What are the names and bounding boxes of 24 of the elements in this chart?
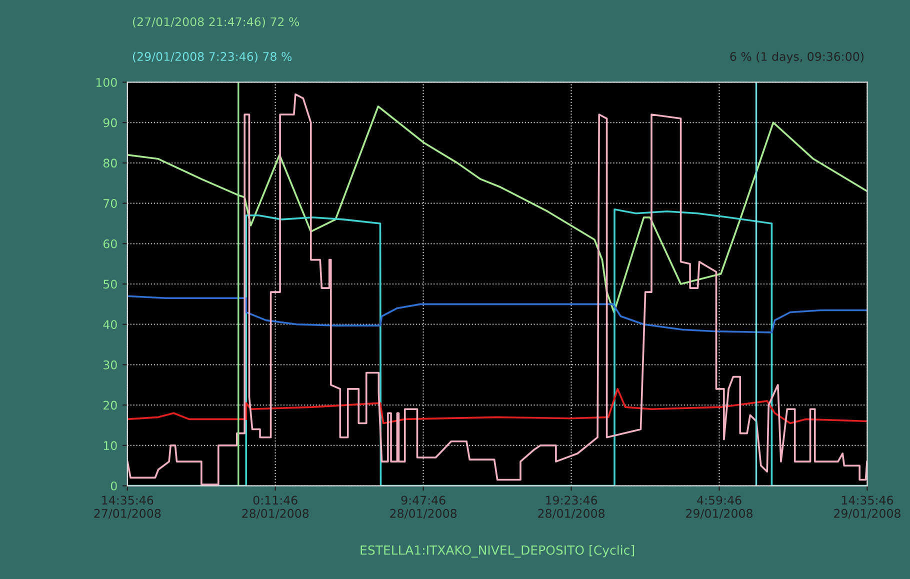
x-tick-label: 0:11:46 28/01/2008 xyxy=(242,496,309,519)
y-tick-label: 30 xyxy=(104,360,117,370)
line-series xyxy=(127,388,868,424)
y-tick-label: 90 xyxy=(103,118,117,128)
y-tick-label: 60 xyxy=(103,239,117,248)
y-tick-label: 70 xyxy=(104,199,117,208)
x-tick-label: 9:47:46 28/01/2008 xyxy=(390,496,457,519)
y-tick-label: 50 xyxy=(104,280,117,289)
y-tick-label: 40 xyxy=(103,320,117,330)
x-axis-title: ESTELLA1:ITXAKO_NIVEL_DEPOSITO [Cyclic] xyxy=(360,545,634,558)
x-tick-label: 14:35:46 27/01/2008 xyxy=(94,496,161,519)
y-tick-label: 0 xyxy=(110,482,117,490)
ref-line-label: (29/01/2008 7:23:46) 78 % xyxy=(132,52,292,62)
y-tick-label: 10 xyxy=(104,441,117,450)
y-tick-label: 80 xyxy=(103,158,117,168)
y-tick-label: 20 xyxy=(104,400,117,410)
ref-line-label: (27/01/2008 21:47:46) 72 % xyxy=(132,17,300,28)
line-series xyxy=(127,295,868,334)
text: 6 % (1 days, 09:36:00) xyxy=(730,52,864,64)
x-tick-label: 4:59:46 29/01/2008 xyxy=(686,496,752,519)
x-tick-label: 14:35:46 29/01/2008 xyxy=(834,496,900,519)
y-tick-label: 100 xyxy=(96,78,117,87)
line-series xyxy=(127,106,868,314)
x-tick-label: 19:23:46 28/01/2008 xyxy=(538,496,605,519)
